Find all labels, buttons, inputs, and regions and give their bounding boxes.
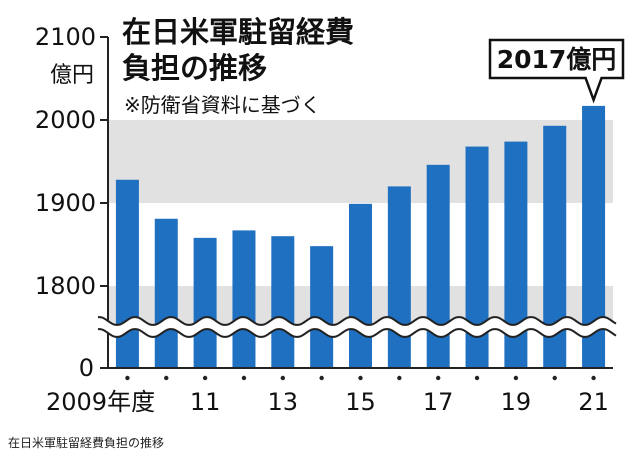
x-tick-dot xyxy=(319,375,324,381)
x-tick-label: 13 xyxy=(268,388,299,416)
callout-label: 2017億円 xyxy=(497,45,617,74)
y-tick-label: 1900 xyxy=(35,189,96,217)
y-label-top: 2100 xyxy=(35,23,96,51)
x-tick-dot xyxy=(474,375,480,381)
x-tick-dot xyxy=(164,375,169,381)
x-tick-dot xyxy=(280,375,286,381)
axis-break xyxy=(98,316,617,338)
x-tick-dot xyxy=(591,375,596,381)
chart-title-line2: 負担の推移 xyxy=(122,51,267,85)
x-tick-label: 11 xyxy=(190,388,221,416)
x-tick-label: 17 xyxy=(423,388,454,416)
x-tick-labels: 2009年度 11 13 15 17 19 21 xyxy=(46,388,609,416)
y-tick-labels: 2100 億円 2000 1900 1800 0 xyxy=(35,23,96,382)
bar-2013 xyxy=(271,236,295,368)
y-unit-label: 億円 xyxy=(50,63,94,88)
chart-title-line1: 在日米軍駐留経費 xyxy=(122,15,354,49)
break-line-top xyxy=(98,316,617,326)
chart-subtitle: ※防衛省資料に基づく xyxy=(124,93,321,117)
x-tick-dot xyxy=(435,375,441,381)
bar-2012 xyxy=(232,230,256,368)
callout: 2017億円 xyxy=(488,38,625,104)
bar-2018 xyxy=(465,146,489,368)
bar-2021 xyxy=(582,105,606,368)
titles: 在日米軍駐留経費負担の推移 ※防衛省資料に基づく xyxy=(122,15,354,117)
x-tick-dot xyxy=(513,375,519,381)
x-tick-dot xyxy=(552,375,557,381)
bar-2011 xyxy=(193,237,217,368)
bar-2010 xyxy=(154,218,178,368)
gray-band xyxy=(108,120,613,203)
bar-2009 xyxy=(115,179,139,368)
y-tick-label: 2000 xyxy=(35,106,96,134)
x-tick-label: 19 xyxy=(501,388,532,416)
bar-2017 xyxy=(426,164,450,368)
bar-2014 xyxy=(310,246,334,368)
break-line-bottom xyxy=(98,328,617,338)
bar-chart: 2100 億円 2000 1900 1800 0 2009年度 11 13 15 17 19 21 在… xyxy=(35,15,625,416)
x-tick-dot xyxy=(241,375,247,381)
callout-box xyxy=(488,38,625,104)
bar-2020 xyxy=(543,125,567,368)
bar-2019 xyxy=(504,141,528,368)
x-tick-label: 21 xyxy=(578,388,609,416)
x-tick-dot xyxy=(125,375,130,381)
x-tick-label: 2009年度 xyxy=(46,388,155,416)
y-tick-label-zero: 0 xyxy=(79,354,94,382)
y-tick-label: 1800 xyxy=(35,272,96,300)
caption: 在日米軍駐留経費負担の推移 xyxy=(8,436,165,450)
axes xyxy=(100,36,613,381)
x-tick-dot xyxy=(397,375,402,381)
x-tick-dot xyxy=(202,375,208,381)
x-tick-dot xyxy=(358,375,363,381)
bar-2016 xyxy=(387,186,411,368)
x-tick-label: 15 xyxy=(345,388,376,416)
bar-2015 xyxy=(349,203,372,368)
